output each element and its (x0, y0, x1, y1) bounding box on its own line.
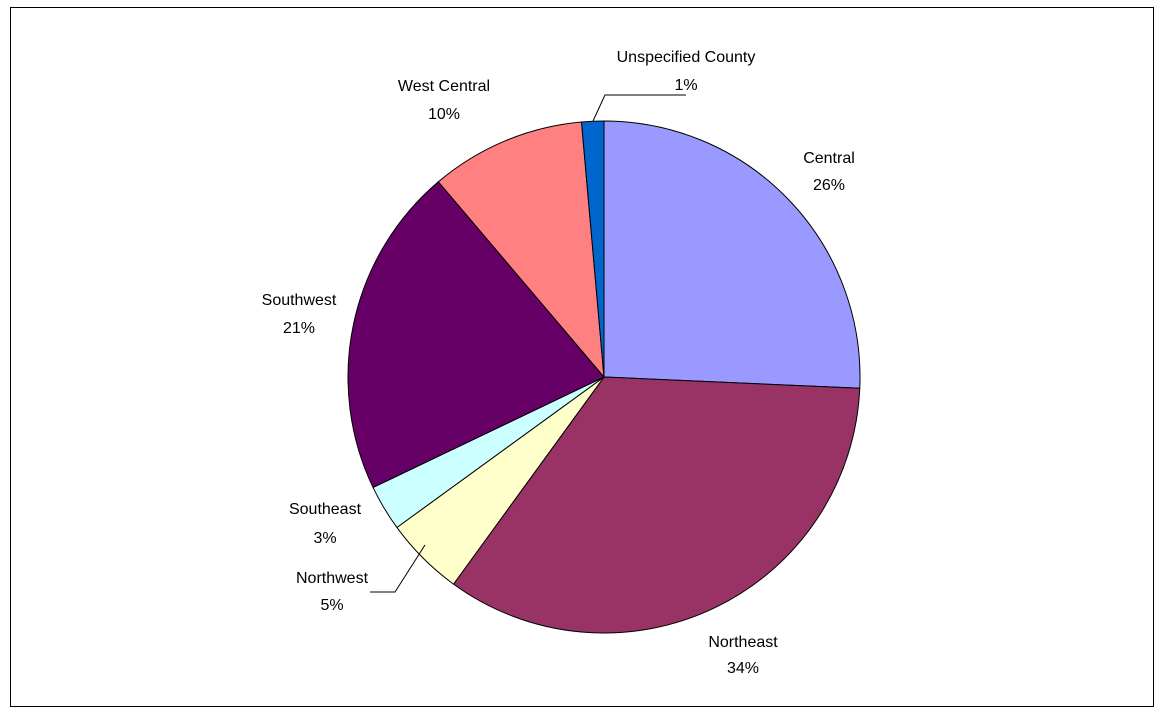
pie-slice-west-central (437, 121, 605, 379)
data-label-central-pct: 26% (813, 177, 845, 194)
data-label-southeast-name: Southeast (289, 501, 362, 518)
data-label-west-central-pct: 10% (428, 106, 460, 123)
leader-line-northwest (370, 544, 426, 593)
data-label-unspecified-pct: 1% (674, 77, 697, 94)
data-label-northwest-pct: 5% (320, 597, 343, 614)
data-label-southwest-name: Southwest (262, 292, 337, 309)
pie-slice-unspecified-county (580, 120, 605, 378)
data-label-northeast-name: Northeast (708, 634, 778, 651)
pie-slices (347, 120, 861, 634)
pie-slice-southwest (347, 181, 605, 489)
data-label-southwest-pct: 21% (283, 320, 315, 337)
data-label-west-central-name: West Central (398, 78, 490, 95)
pie-chart: Central 26% Northeast 34% Northwest 5% S… (262, 49, 861, 673)
data-label-northeast-pct: 34% (727, 660, 759, 673)
leader-lines (370, 94, 686, 593)
pie-slice-central (603, 120, 861, 389)
pie-slice-northeast (452, 376, 861, 634)
data-label-southeast-pct: 3% (313, 530, 336, 547)
data-label-central-name: Central (803, 150, 855, 167)
data-label-northwest-name: Northwest (296, 570, 369, 587)
data-label-unspecified-name: Unspecified County (617, 49, 756, 66)
leader-line-unspecified (592, 94, 686, 122)
